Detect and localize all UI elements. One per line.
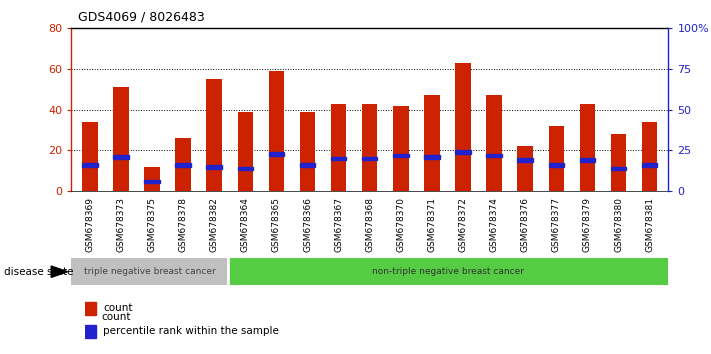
Bar [331, 157, 346, 160]
Bar [424, 155, 439, 159]
Text: non-triple negative breast cancer: non-triple negative breast cancer [373, 267, 524, 276]
Bar [82, 122, 97, 191]
Bar [486, 154, 502, 157]
Text: GDS4069 / 8026483: GDS4069 / 8026483 [78, 11, 205, 24]
Bar [611, 166, 626, 170]
Bar [579, 104, 595, 191]
Bar [549, 126, 564, 191]
Bar [393, 154, 409, 157]
Bar [455, 63, 471, 191]
FancyBboxPatch shape [228, 258, 668, 285]
Bar [237, 112, 253, 191]
Bar [300, 163, 315, 167]
Bar [642, 122, 658, 191]
Bar [206, 165, 222, 169]
Text: triple negative breast cancer: triple negative breast cancer [84, 267, 215, 276]
Bar [113, 155, 129, 159]
Text: count: count [101, 312, 130, 322]
Bar [362, 104, 378, 191]
Bar [518, 147, 533, 191]
Bar [237, 166, 253, 170]
Bar [362, 157, 378, 160]
Bar [85, 325, 96, 338]
Bar [85, 302, 96, 315]
Bar [518, 158, 533, 162]
Bar [269, 71, 284, 191]
Bar [176, 163, 191, 167]
Bar [611, 134, 626, 191]
Bar [144, 179, 160, 183]
Bar [393, 105, 409, 191]
Bar [331, 104, 346, 191]
Bar [144, 167, 160, 191]
Bar [424, 96, 439, 191]
Bar [300, 112, 315, 191]
Bar [579, 158, 595, 162]
Bar [206, 79, 222, 191]
Bar [549, 163, 564, 167]
Bar [176, 138, 191, 191]
Text: disease state: disease state [4, 267, 73, 277]
Bar [486, 96, 502, 191]
Polygon shape [51, 266, 68, 278]
Text: percentile rank within the sample: percentile rank within the sample [103, 326, 279, 336]
Bar [269, 152, 284, 155]
FancyBboxPatch shape [71, 258, 228, 285]
Bar [113, 87, 129, 191]
Bar [455, 150, 471, 154]
Bar [642, 163, 658, 167]
Text: count: count [103, 303, 132, 313]
Bar [82, 163, 97, 167]
